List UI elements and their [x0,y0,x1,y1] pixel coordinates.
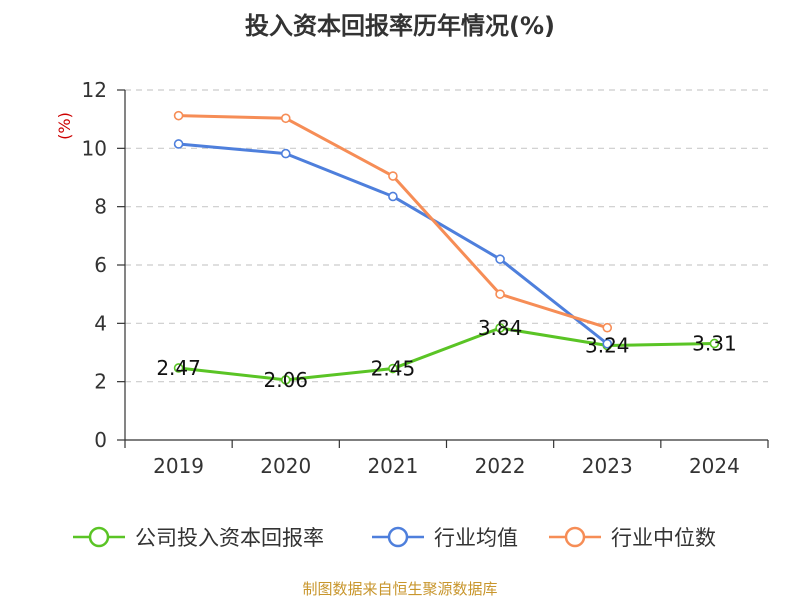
y-tick-label: 12 [82,78,107,102]
x-tick-label: 2022 [475,454,526,478]
data-label: 2.47 [156,356,201,380]
x-tick-label: 2019 [153,454,204,478]
data-point [388,191,398,202]
data-label: 3.84 [478,316,523,340]
data-point [709,338,720,349]
data-point [173,110,184,121]
x-tick-label: 2021 [367,454,418,478]
y-tick-label: 8 [94,195,107,219]
legend-item: 公司投入资本回报率 [73,526,324,550]
legend-marker [387,526,409,548]
data-label: 3.31 [692,331,737,355]
data-point [495,254,505,264]
legend-marker [564,526,586,548]
data-source-note: 制图数据来自恒生聚源数据库 [302,580,498,598]
data-point [173,363,184,373]
x-tick-label: 2024 [689,454,740,478]
series-line [178,326,715,382]
grid-lines [125,89,768,383]
x-tick-label: 2023 [582,454,633,478]
y-tick-label: 2 [94,370,107,394]
legend-item: 行业均值 [372,526,518,550]
data-labels: 2.47 2.06 2.45 3.84 3.24 3.31 [156,316,736,392]
y-axis-label: (%) [55,112,74,140]
data-point [173,139,184,149]
legend: 公司投入资本回报率 行业均值 行业中位数 [73,526,716,550]
data-point [280,148,291,159]
chart-title: 投入资本回报率历年情况(%) [245,12,555,40]
data-point [495,289,505,299]
series-line [178,114,608,330]
y-tick-label: 10 [82,136,107,160]
data-point [602,338,613,349]
series-lines [173,110,720,385]
legend-marker [88,526,110,548]
x-tick-label: 2020 [260,454,311,478]
data-point [388,363,398,374]
x-axis: 2019 2020 2021 2022 2023 2024 [124,439,769,478]
y-tick-label: 6 [94,253,107,277]
y-tick-label: 4 [94,311,107,335]
legend-label: 行业均值 [434,526,518,550]
data-point [495,323,505,333]
data-label: 2.45 [371,357,416,381]
data-point [280,375,291,385]
y-tick-label: 0 [94,428,107,452]
data-label: 2.06 [263,368,308,392]
data-point [602,322,613,333]
legend-label: 行业中位数 [611,526,716,550]
data-point [388,171,398,181]
legend-item: 行业中位数 [549,526,716,550]
data-point [280,113,291,124]
data-label: 3.24 [585,334,630,358]
y-axis: 0 2 4 6 8 10 12 [82,78,126,452]
legend-label: 公司投入资本回报率 [135,526,324,550]
